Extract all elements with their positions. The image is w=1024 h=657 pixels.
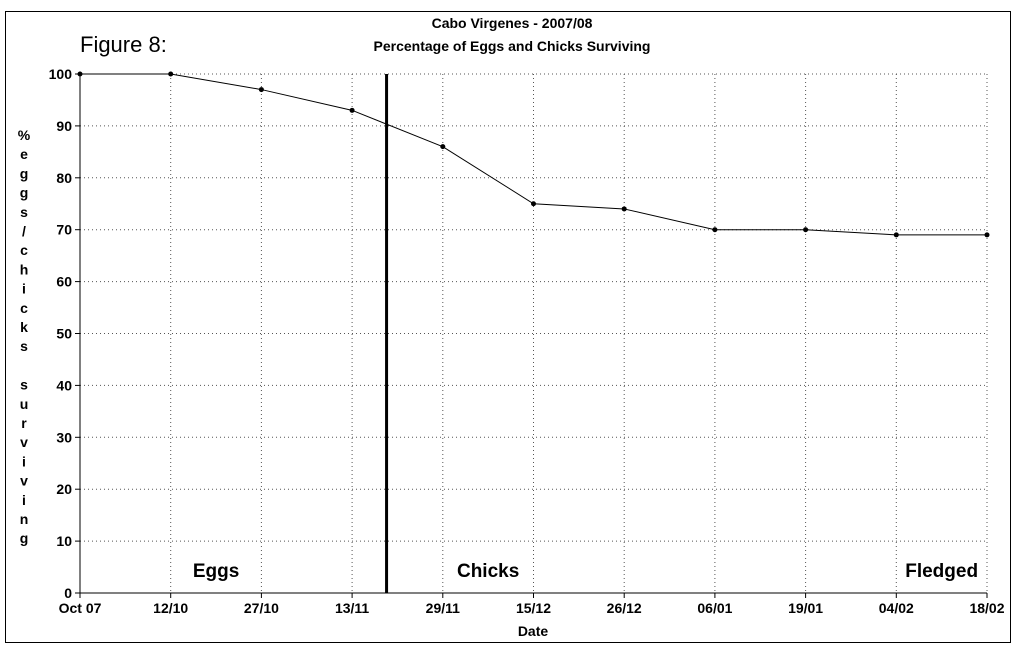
x-tick-label: 19/01 xyxy=(788,600,823,616)
data-point xyxy=(77,71,83,77)
gridlines xyxy=(80,73,988,593)
y-axis-label-char: c xyxy=(20,242,28,258)
x-tick-label: Oct 07 xyxy=(59,600,102,616)
y-tick-label: 80 xyxy=(56,170,72,186)
chart-title: Cabo Virgenes - 2007/08 xyxy=(432,15,593,31)
y-axis-label-char: c xyxy=(20,300,28,316)
data-point xyxy=(168,71,174,77)
region-label: Chicks xyxy=(457,561,519,582)
y-axis-label-char: s xyxy=(20,204,28,220)
y-axis-label-char: e xyxy=(20,146,28,162)
y-tick-label: 10 xyxy=(56,533,72,549)
x-axis-label: Date xyxy=(518,623,549,639)
x-tick-label: 15/12 xyxy=(516,600,551,616)
data-point xyxy=(893,232,899,238)
y-axis-label-char: v xyxy=(20,434,28,450)
y-tick-label: 0 xyxy=(64,585,72,601)
y-tick-label: 20 xyxy=(56,481,72,497)
region-label: Eggs xyxy=(193,561,239,582)
x-tick-label: 27/10 xyxy=(244,600,279,616)
y-axis-label-char: g xyxy=(20,530,29,546)
x-tick-label: 04/02 xyxy=(879,600,914,616)
y-tick-label: 60 xyxy=(56,274,72,290)
y-tick-label: 100 xyxy=(49,66,73,82)
data-points xyxy=(77,71,990,238)
x-tick-label: 12/10 xyxy=(153,600,188,616)
data-point xyxy=(349,107,355,113)
y-axis-label-char: v xyxy=(20,473,28,489)
region-label: Fledged xyxy=(905,561,978,582)
y-tick-label: 50 xyxy=(56,326,72,342)
y-axis-label-char: s xyxy=(20,338,28,354)
y-axis-label-char: k xyxy=(20,319,28,335)
data-point xyxy=(440,144,446,150)
y-axis-label-char: g xyxy=(20,165,29,181)
data-point xyxy=(621,206,627,212)
x-tick-label: 29/11 xyxy=(426,600,460,616)
region-labels: Eggs Chicks Fledged xyxy=(193,561,978,582)
data-point xyxy=(258,87,264,93)
x-tick-labels: Oct 07 12/10 27/10 13/11 29/11 15/12 26/12 06/0… xyxy=(59,600,1005,616)
data-point xyxy=(803,227,809,233)
axes xyxy=(75,73,988,598)
y-axis-label-char: / xyxy=(22,223,26,239)
data-point xyxy=(984,232,990,238)
data-point xyxy=(531,201,536,207)
x-tick-label: 18/02 xyxy=(969,600,1004,616)
x-tick-label: 06/01 xyxy=(697,600,732,616)
y-axis-label-char: h xyxy=(20,261,29,277)
y-tick-label: 30 xyxy=(56,429,72,445)
x-tick-label: 26/12 xyxy=(607,600,642,616)
y-axis-label-char: i xyxy=(22,492,26,508)
y-axis-label-char: i xyxy=(22,453,26,469)
chart-subtitle: Percentage of Eggs and Chicks Surviving xyxy=(374,38,651,54)
y-axis-label-char: s xyxy=(20,377,28,393)
y-axis-label-char: % xyxy=(18,127,31,143)
y-tick-label: 40 xyxy=(56,377,72,393)
y-tick-labels: 0 10 20 30 40 50 60 70 80 90 100 xyxy=(49,66,73,601)
chart-frame xyxy=(5,11,1011,643)
x-tick-label: 13/11 xyxy=(335,600,369,616)
y-tick-label: 70 xyxy=(56,222,72,238)
y-axis-label-char: i xyxy=(22,281,26,297)
y-axis-label-char: r xyxy=(21,415,27,431)
figure-label: Figure 8: xyxy=(80,32,167,57)
y-tick-label: 90 xyxy=(56,118,72,134)
y-axis-label-char: n xyxy=(20,511,29,527)
y-axis-label-char: u xyxy=(20,396,29,412)
data-point xyxy=(712,227,718,233)
y-axis-label-char: g xyxy=(20,185,29,201)
